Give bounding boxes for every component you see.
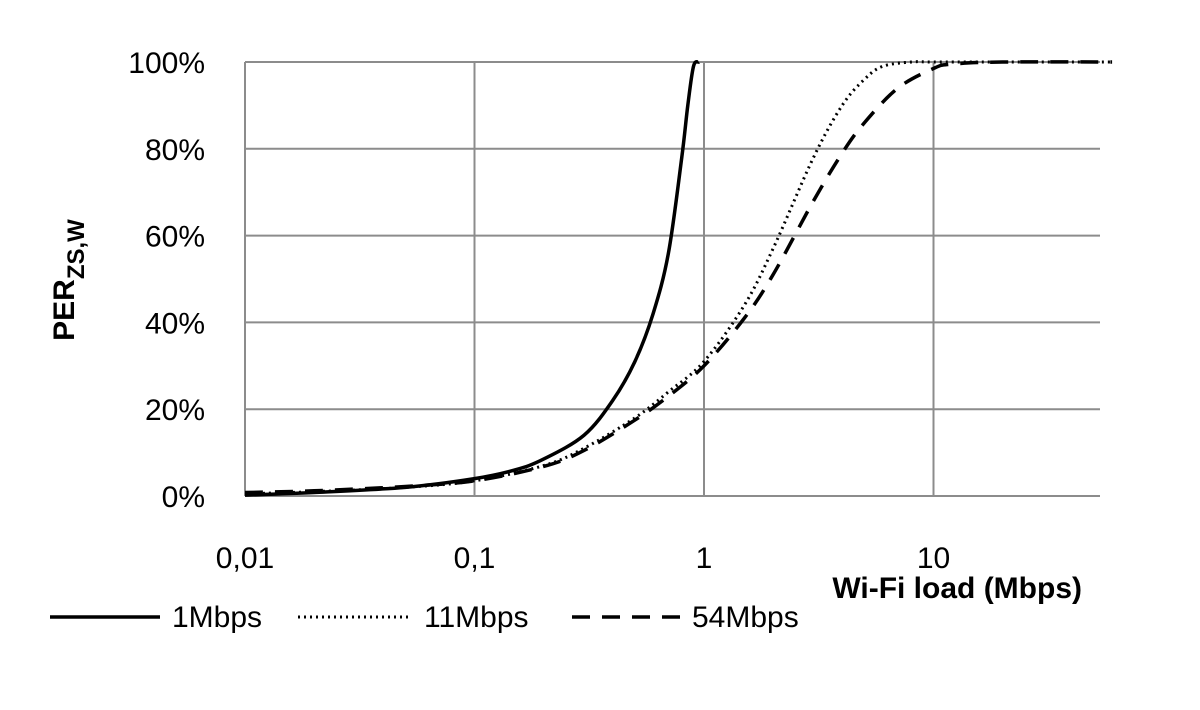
series-line-11mbps bbox=[244, 60, 1113, 496]
legend-item-11mbps: 11Mbps bbox=[298, 601, 529, 634]
x-tick-label: 1 bbox=[696, 542, 713, 575]
legend-item-54mbps: 54Mbps bbox=[572, 601, 799, 634]
y-tick-label: 40% bbox=[145, 307, 205, 340]
x-tick-label: 10 bbox=[917, 542, 950, 575]
y-tick-label: 20% bbox=[145, 394, 205, 427]
y-tick-label: 80% bbox=[145, 134, 205, 167]
legend: 1Mbps 11Mbps 54Mbps bbox=[50, 601, 799, 634]
y-axis-title: PERZS,W bbox=[48, 219, 90, 341]
grid bbox=[244, 61, 1100, 497]
legend-label-54mbps: 54Mbps bbox=[692, 601, 799, 634]
series-layer bbox=[244, 59, 1113, 497]
x-tick-label: 0,1 bbox=[454, 542, 496, 575]
legend-label-11mbps: 11Mbps bbox=[424, 601, 529, 634]
y-axis-title-subscript: ZS,W bbox=[63, 219, 90, 279]
y-tick-label: 100% bbox=[128, 47, 205, 80]
y-axis-title-main: PER bbox=[48, 279, 81, 341]
y-tick-label: 0% bbox=[162, 481, 205, 514]
series-line-1mbps bbox=[244, 59, 700, 497]
series-line-54mbps bbox=[244, 60, 1113, 495]
legend-item-1mbps: 1Mbps bbox=[50, 601, 262, 634]
y-tick-label: 60% bbox=[145, 221, 205, 254]
legend-label-1mbps: 1Mbps bbox=[172, 601, 262, 634]
tick-labels: 0% 20% 40% 60% 80% 100% 0,01 0,1 1 10 bbox=[128, 47, 950, 575]
x-tick-label: 0,01 bbox=[216, 542, 274, 575]
x-axis-title: Wi-Fi load (Mbps) bbox=[832, 572, 1082, 605]
